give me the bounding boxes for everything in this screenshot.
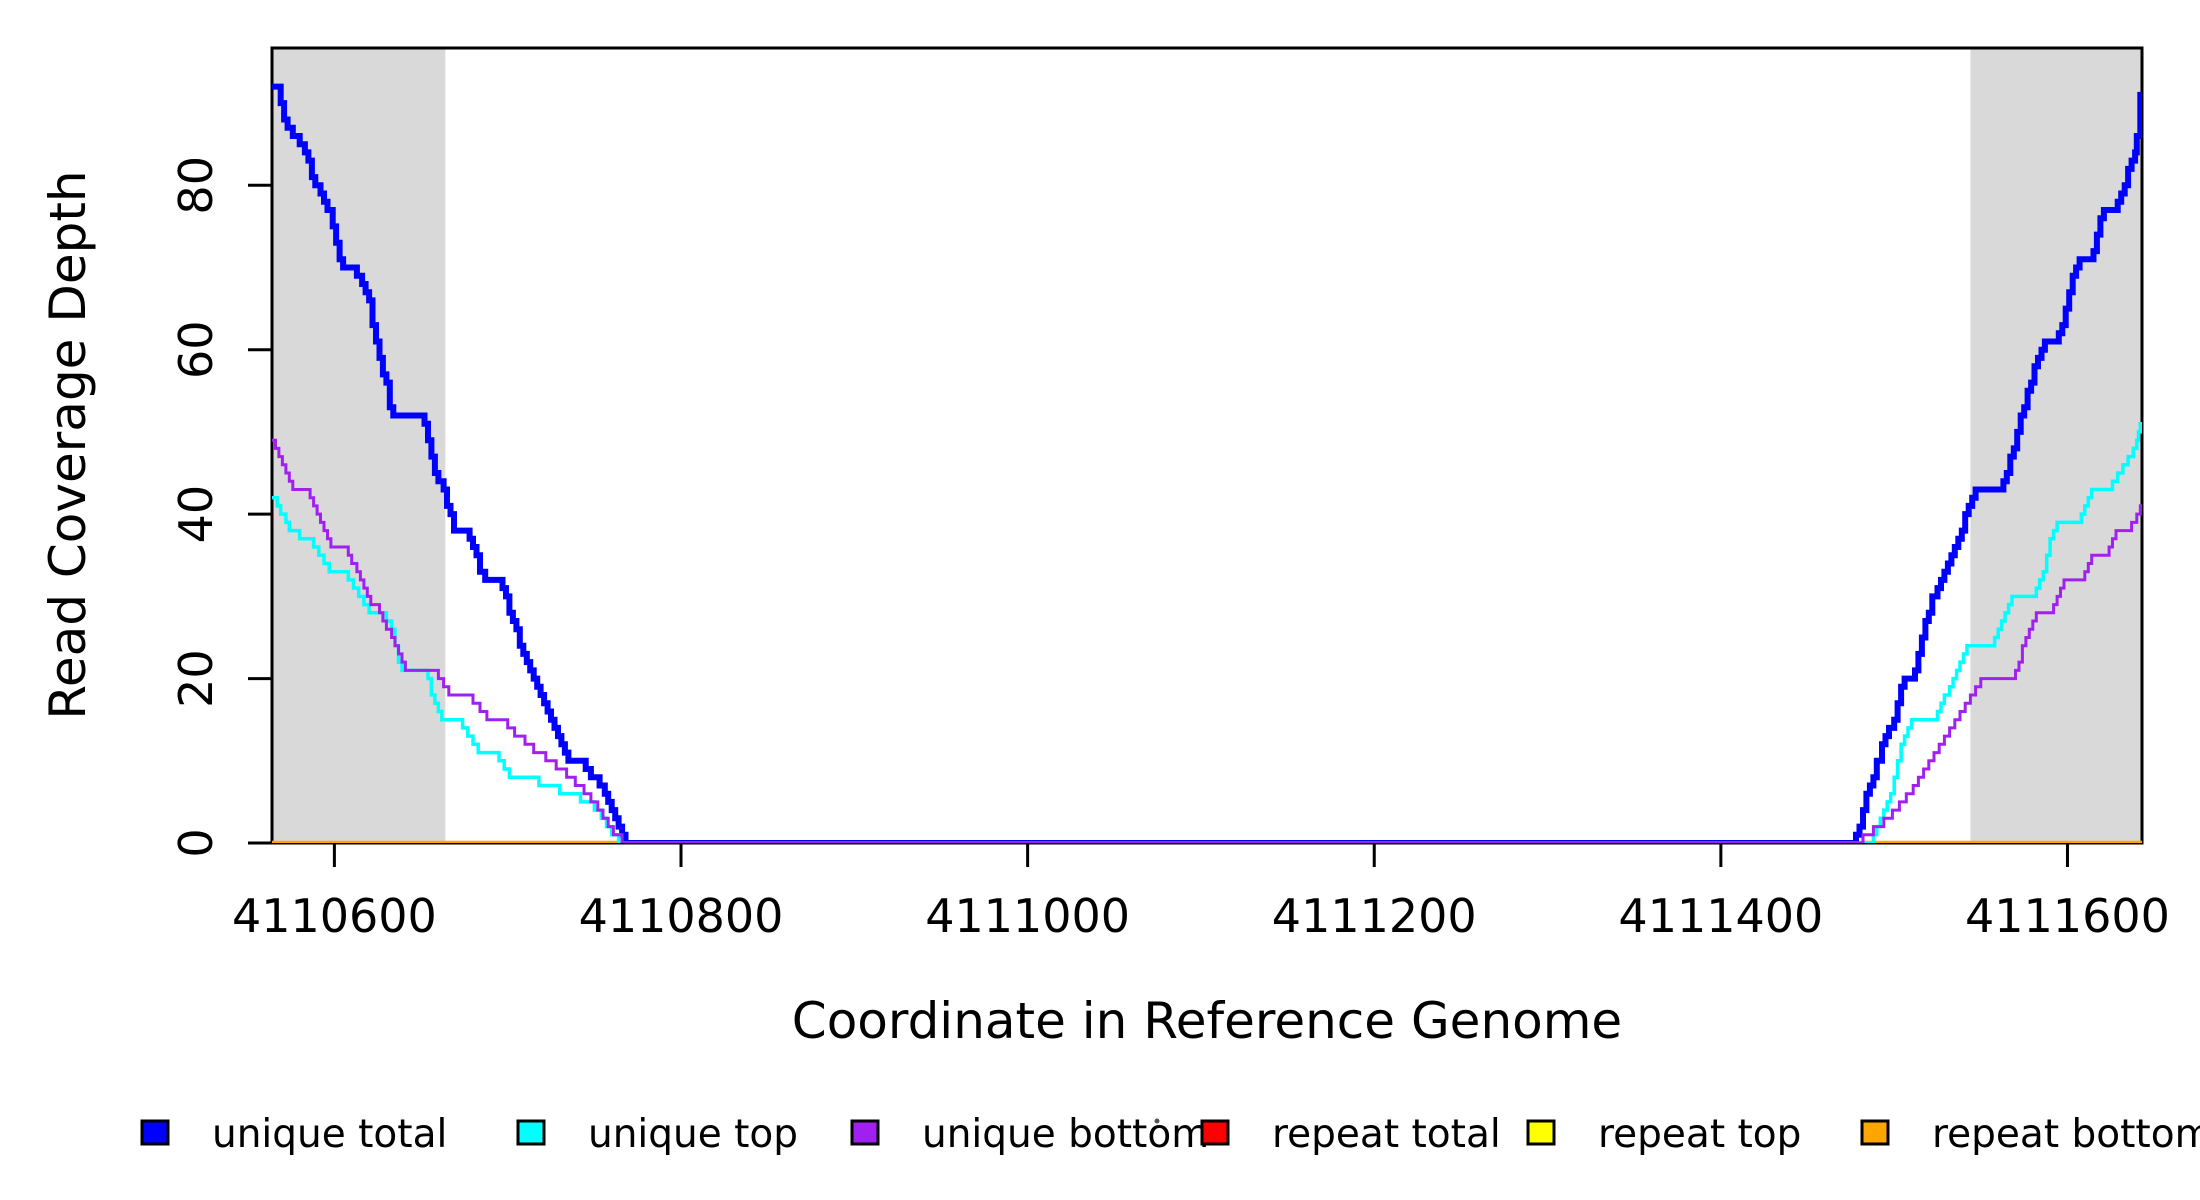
legend-swatch [140, 1119, 170, 1146]
legend-swatch [516, 1119, 546, 1146]
series-lines [272, 83, 2142, 843]
legend-label: repeat top [1598, 1112, 1801, 1157]
legend-swatch [1200, 1119, 1230, 1146]
shaded-band [272, 48, 446, 843]
shaded-band [1970, 48, 2142, 843]
legend-item-repeat-top: repeat top [1526, 1112, 1801, 1157]
x-tick-label: 4110800 [579, 889, 784, 943]
y-tick-label: 60 [169, 320, 223, 379]
legend-item-unique-bottom: unique bottom [850, 1112, 1209, 1157]
legend-swatch [1860, 1119, 1890, 1146]
x-tick-label: 4111000 [925, 889, 1130, 943]
series-line-unique-top [272, 421, 2142, 843]
x-tick-label: 4111400 [1618, 889, 1823, 943]
legend-label: unique total [212, 1112, 447, 1157]
legend-label: repeat bottom [1932, 1112, 2200, 1157]
y-tick-label: 80 [169, 156, 223, 215]
legend-swatch [850, 1119, 880, 1146]
legend: unique total unique top unique bottom repea… [140, 1112, 2200, 1157]
legend-item-repeat-total: repeat total [1200, 1112, 1501, 1157]
legend-label: unique bottom [922, 1112, 1209, 1157]
y-axis-title: Read Coverage Depth [39, 170, 97, 719]
legend-item-unique-total: unique total [140, 1112, 447, 1157]
y-tick-label: 40 [169, 485, 223, 544]
x-axis-title: Coordinate in Reference Genome [792, 992, 1622, 1050]
series-line-unique-total [272, 83, 2142, 843]
y-axis: 0 20 40 60 80 [169, 156, 272, 858]
legend-item-repeat-bottom: repeat bottom [1860, 1112, 2200, 1157]
x-tick-label: 4110600 [232, 889, 437, 943]
stray-mark [1154, 1118, 1160, 1124]
legend-swatch [1526, 1119, 1556, 1146]
shaded-regions [272, 48, 2142, 843]
series-line-unique-bottom [272, 438, 2142, 843]
legend-label: unique top [588, 1112, 798, 1157]
y-tick-label: 20 [169, 649, 223, 708]
x-tick-label: 4111200 [1272, 889, 1477, 943]
legend-item-unique-top: unique top [516, 1112, 798, 1157]
legend-label: repeat total [1272, 1112, 1501, 1157]
x-axis: 4110600 4110800 4111000 4111200 4111400 41116… [232, 843, 2170, 943]
y-tick-label: 0 [169, 828, 223, 857]
x-tick-label: 4111600 [1965, 889, 2170, 943]
